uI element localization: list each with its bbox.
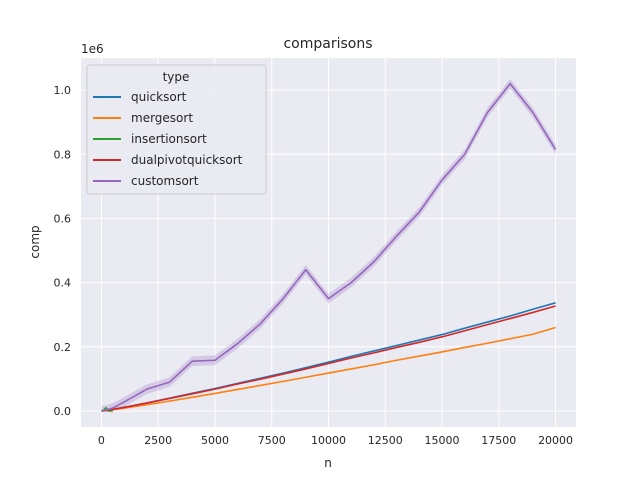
x-tick-label: 20000 xyxy=(538,434,573,447)
legend-label-customsort: customsort xyxy=(131,174,199,188)
y-tick-label: 0.2 xyxy=(54,341,72,354)
legend-label-dualpivotquicksort: dualpivotquicksort xyxy=(131,153,243,167)
y-tick-label: 0.4 xyxy=(54,277,72,290)
legend-box xyxy=(86,64,267,195)
legend-label-quicksort: quicksort xyxy=(131,90,187,104)
x-tick-label: 2500 xyxy=(144,434,172,447)
x-tick-label: 0 xyxy=(98,434,105,447)
customsort-line xyxy=(101,82,557,412)
x-tick-label: 10000 xyxy=(311,434,346,447)
y-axis-label: comp xyxy=(28,225,42,258)
y-tick-label: 0.8 xyxy=(54,148,72,161)
legend-label-insertionsort: insertionsort xyxy=(131,132,207,146)
x-tick-label: 12500 xyxy=(368,434,403,447)
legend-title: type xyxy=(163,70,190,84)
x-tick-label: 15000 xyxy=(425,434,460,447)
x-axis-label: n xyxy=(324,456,332,470)
x-tick-label: 17500 xyxy=(481,434,516,447)
y-tick-labels: 0.0 0.2 0.4 0.6 0.8 1.0 xyxy=(54,84,72,418)
y-tick-label: 0.0 xyxy=(54,405,72,418)
y-tick-label: 1.0 xyxy=(54,84,72,97)
dualpivotquicksort-line xyxy=(101,305,556,412)
x-tick-label: 7500 xyxy=(258,434,286,447)
x-tick-label: 5000 xyxy=(201,434,229,447)
x-tick-labels: 0 2500 5000 7500 10000 12500 15000 17500 20000 xyxy=(98,434,573,447)
legend-label-mergesort: mergesort xyxy=(131,111,193,125)
y-tick-label: 0.6 xyxy=(54,212,72,225)
series-lines xyxy=(101,82,557,412)
chart-title: comparisons xyxy=(283,36,372,52)
y-offset-label: 1e6 xyxy=(81,42,104,56)
legend-items: quicksort mergesort insertionsort dualpivot… xyxy=(93,90,243,188)
legend: type quicksort mergesort insertionsort dual… xyxy=(86,64,267,195)
